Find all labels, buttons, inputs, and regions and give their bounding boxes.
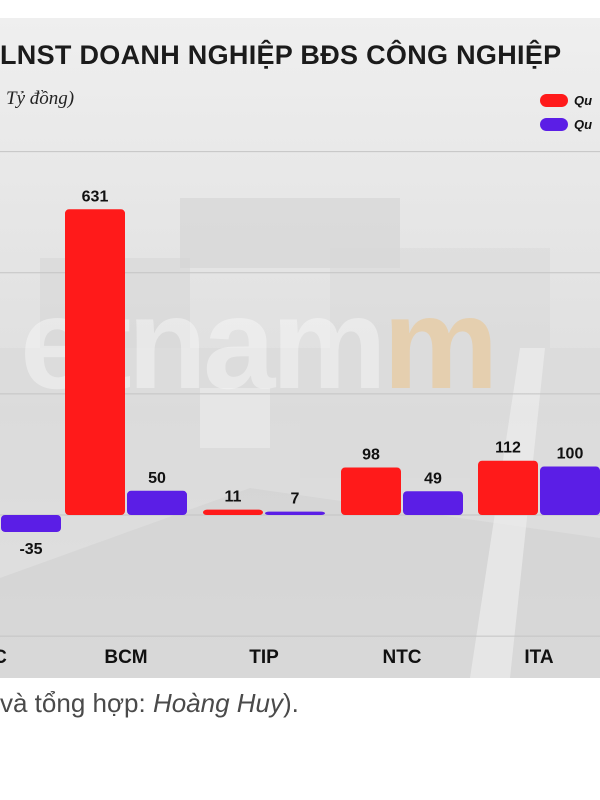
data-label-tip-series-2: 7	[291, 491, 300, 508]
x-tick-bcm: BCM	[104, 647, 147, 668]
data-label-ntc-series-2: 49	[424, 470, 442, 487]
bar-bcm-series-1	[65, 209, 125, 515]
bar-bcm-series-2	[127, 490, 187, 515]
chart-subtitle: Tỷ đồng)	[6, 88, 75, 109]
legend: Qu Qu	[540, 88, 592, 136]
legend-item-series-2: Qu	[540, 112, 592, 136]
x-tick-ntc: NTC	[382, 647, 421, 668]
data-label-bcm-series-2: 50	[148, 470, 166, 487]
bar-tip-series-1	[203, 509, 263, 515]
chart-title: LNST DOANH NGHIỆP BĐS CÔNG NGHIỆP	[0, 40, 562, 70]
data-label-tip-series-1: 11	[225, 489, 242, 506]
top-strip	[0, 0, 600, 18]
bar-tip-series-2	[265, 511, 325, 515]
bar-ita-series-2	[540, 466, 600, 515]
legend-swatch-red	[540, 93, 568, 107]
bar-ita-series-1	[478, 460, 538, 515]
x-tick-tip: TIP	[249, 647, 279, 668]
data-label-ntc-series-1: 98	[362, 447, 380, 464]
bar-ntc-series-1	[341, 467, 401, 515]
image-caption: và tổng hợp: Hoàng Huy).	[0, 688, 299, 719]
data-label-ita-series-1: 112	[495, 440, 521, 457]
legend-label-series-1: Qu	[574, 92, 593, 108]
chart-card: etnamm -35C63150BCM117TIP9849NTC112100IT…	[0, 18, 600, 678]
bar-c-series-2	[1, 515, 61, 532]
legend-swatch-purple	[540, 117, 568, 131]
caption-prefix: và tổng hợp:	[0, 688, 153, 718]
data-label-ita-series-2: 100	[557, 446, 584, 463]
caption-author: Hoàng Huy	[152, 688, 284, 718]
x-tick-ita: ITA	[524, 647, 553, 668]
caption-suffix: ).	[283, 688, 299, 718]
bar-ntc-series-2	[403, 491, 463, 515]
legend-item-series-1: Qu	[540, 88, 592, 112]
watermark-accent: m	[382, 270, 499, 416]
legend-label-series-2: Qu	[574, 116, 593, 132]
data-label-c-series-2: -35	[19, 541, 42, 558]
bar-chart: -35 C 631 50 BCM 11 7 TIP 98 49 NTC 112 100 ITA	[0, 151, 600, 668]
data-label-bcm-series-1: 631	[82, 188, 109, 205]
x-tick-c: C	[0, 647, 7, 668]
